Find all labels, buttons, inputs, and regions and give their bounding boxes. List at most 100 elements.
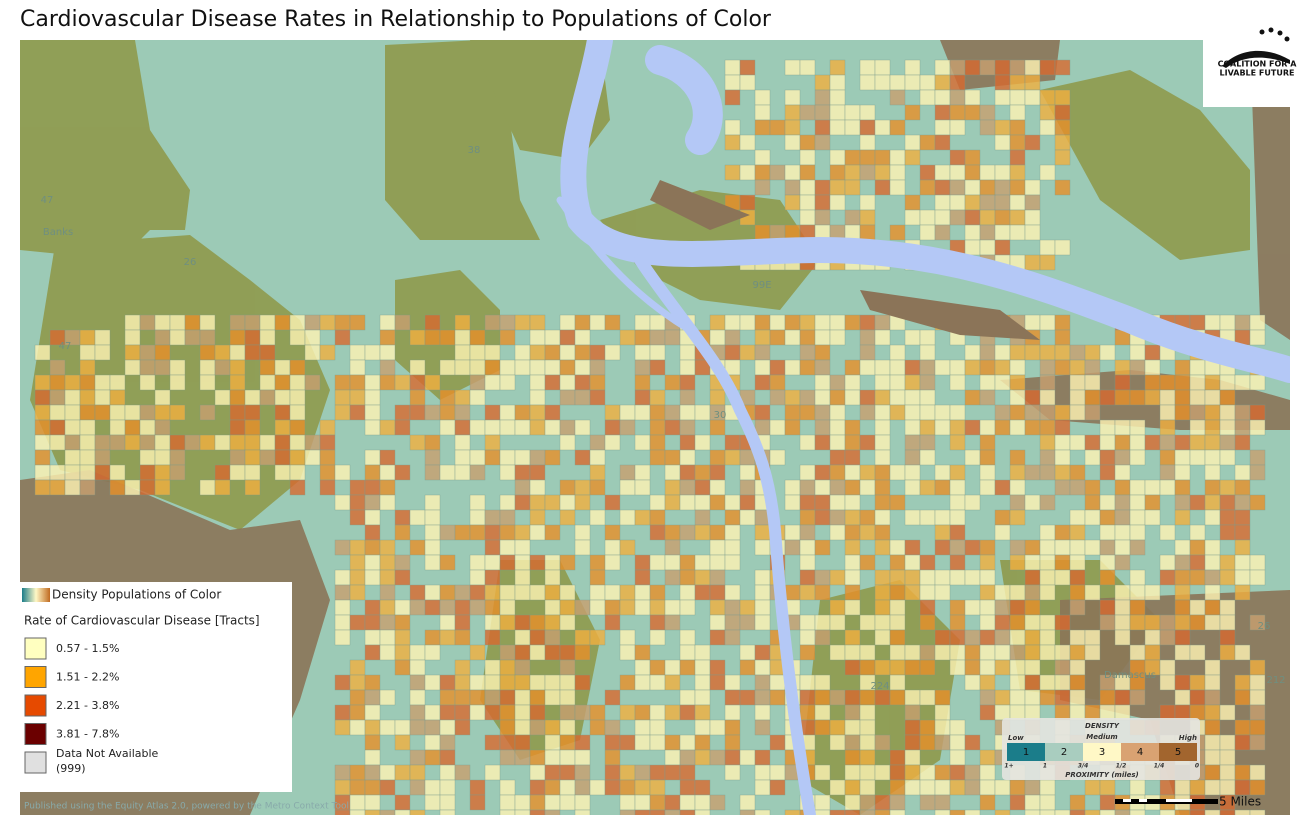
tract xyxy=(1039,689,1056,706)
tract xyxy=(724,314,741,331)
tract xyxy=(559,674,576,691)
tract xyxy=(469,689,486,706)
tract xyxy=(349,374,366,391)
tract xyxy=(199,314,216,331)
tract xyxy=(589,374,606,391)
tract xyxy=(364,389,381,406)
tract xyxy=(814,704,831,721)
tract xyxy=(799,434,816,451)
tract xyxy=(754,164,771,181)
tract xyxy=(334,584,351,601)
island xyxy=(650,180,750,230)
tract xyxy=(559,659,576,676)
tract xyxy=(829,449,846,466)
tract xyxy=(529,374,546,391)
tract xyxy=(1189,494,1206,511)
tract xyxy=(214,344,231,361)
tract xyxy=(634,779,651,796)
density-class-label: 2 xyxy=(1061,747,1067,758)
tract xyxy=(574,539,591,556)
tract xyxy=(829,374,846,391)
tract xyxy=(1249,494,1266,511)
tract xyxy=(364,629,381,646)
tract xyxy=(694,719,711,736)
tract xyxy=(889,584,906,601)
tract xyxy=(124,404,141,421)
tract xyxy=(454,719,471,736)
tract xyxy=(934,359,951,376)
tract xyxy=(589,509,606,526)
tract xyxy=(754,674,771,691)
tract xyxy=(499,644,516,661)
title: Cardiovascular Disease Rates in Relation… xyxy=(20,7,772,32)
tract xyxy=(604,614,621,631)
tract xyxy=(784,134,801,151)
tract xyxy=(874,734,891,751)
tract xyxy=(889,779,906,796)
tract xyxy=(409,389,426,406)
tract xyxy=(634,404,651,421)
tract xyxy=(1069,599,1086,616)
island xyxy=(860,290,1040,340)
tract xyxy=(574,419,591,436)
tract xyxy=(904,479,921,496)
tract xyxy=(544,779,561,796)
tract xyxy=(784,584,801,601)
legend-swatch xyxy=(24,666,47,688)
tract xyxy=(169,404,186,421)
tract xyxy=(874,179,891,196)
tract xyxy=(439,359,456,376)
tract xyxy=(1009,59,1026,76)
tract xyxy=(544,614,561,631)
tract xyxy=(664,749,681,766)
tract xyxy=(769,449,786,466)
tract xyxy=(1129,479,1146,496)
tract xyxy=(634,569,651,586)
tract xyxy=(544,689,561,706)
tract xyxy=(664,734,681,751)
tract xyxy=(784,389,801,406)
tract xyxy=(1174,509,1191,526)
tract xyxy=(529,509,546,526)
tract xyxy=(1009,374,1026,391)
tract xyxy=(319,344,336,361)
tract xyxy=(1249,734,1266,751)
tract xyxy=(1234,419,1251,436)
tract xyxy=(304,374,321,391)
tract xyxy=(919,614,936,631)
tract xyxy=(889,629,906,646)
tract xyxy=(754,704,771,721)
tract xyxy=(364,644,381,661)
tract xyxy=(1219,434,1236,451)
rivers xyxy=(556,40,1290,815)
tract xyxy=(1129,494,1146,511)
tract xyxy=(274,464,291,481)
tract xyxy=(529,524,546,541)
tract xyxy=(829,59,846,76)
tract xyxy=(1189,434,1206,451)
tract xyxy=(994,209,1011,226)
tract xyxy=(274,404,291,421)
tract xyxy=(349,794,366,811)
tract xyxy=(784,494,801,511)
tract xyxy=(1054,119,1071,136)
tract xyxy=(1099,524,1116,541)
tract xyxy=(919,719,936,736)
tract xyxy=(844,509,861,526)
legend-swatch xyxy=(24,637,47,660)
tract xyxy=(1174,779,1191,796)
density-class xyxy=(1083,743,1121,761)
tract xyxy=(739,794,756,811)
tract xyxy=(1039,674,1056,691)
tract xyxy=(379,554,396,571)
tract xyxy=(604,434,621,451)
tract xyxy=(754,644,771,661)
tract xyxy=(1249,719,1266,736)
tract xyxy=(109,404,126,421)
tract xyxy=(1039,539,1056,556)
tract xyxy=(199,329,216,346)
tract xyxy=(1174,569,1191,586)
tract xyxy=(979,179,996,196)
tract xyxy=(634,464,651,481)
tract xyxy=(409,584,426,601)
